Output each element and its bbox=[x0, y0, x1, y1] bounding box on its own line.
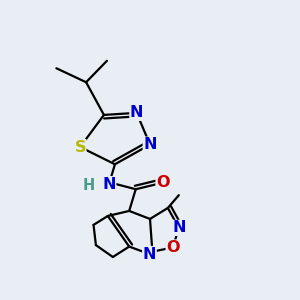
Text: N: N bbox=[143, 247, 156, 262]
Text: O: O bbox=[166, 240, 180, 255]
Text: S: S bbox=[74, 140, 86, 154]
Text: O: O bbox=[156, 175, 169, 190]
Text: N: N bbox=[130, 105, 143, 120]
Text: N: N bbox=[102, 177, 116, 192]
Text: N: N bbox=[143, 137, 157, 152]
Text: N: N bbox=[172, 220, 186, 236]
Text: H: H bbox=[83, 178, 95, 193]
